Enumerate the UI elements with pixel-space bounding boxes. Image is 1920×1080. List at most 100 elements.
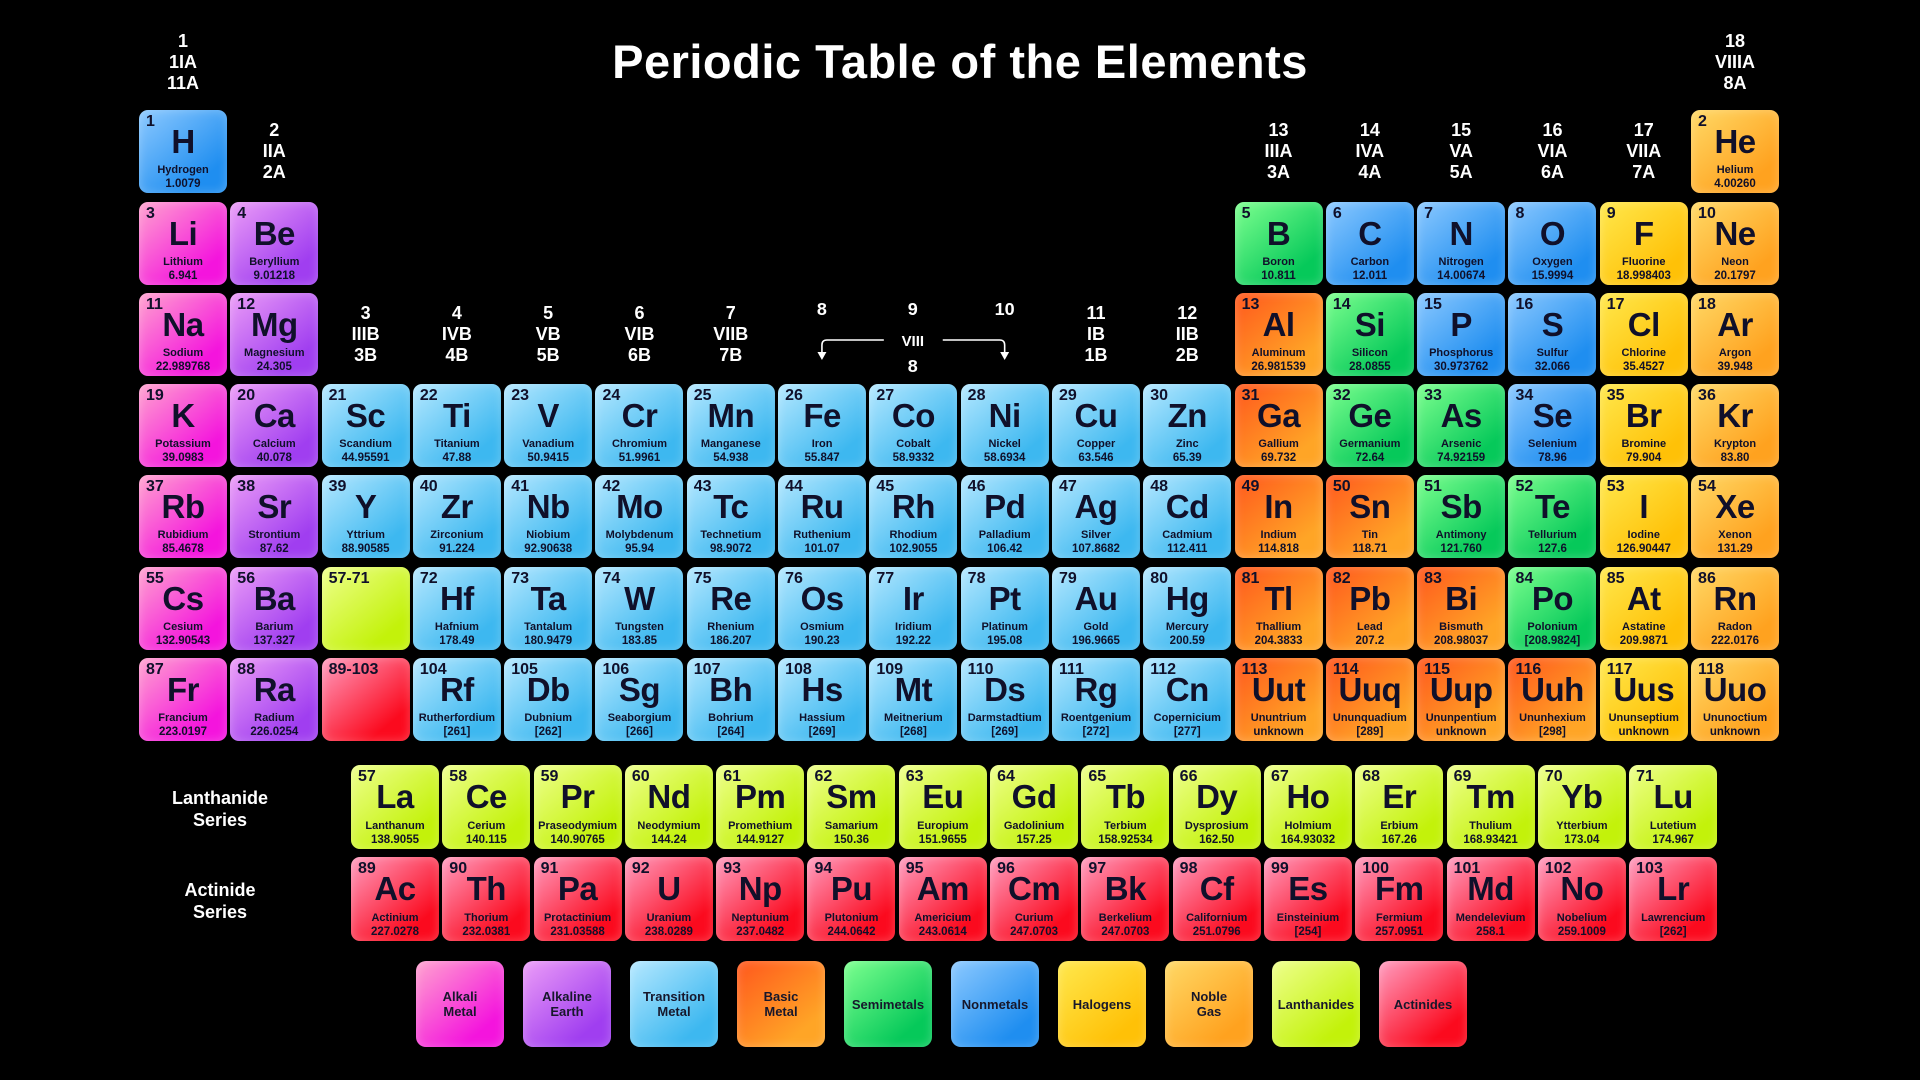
element-tile-Ne[interactable]: 10 Ne Neon 20.1797	[1691, 201, 1780, 285]
element-tile-57-71[interactable]: 57-71	[321, 566, 410, 650]
element-tile-Mo[interactable]: 42 Mo Molybdenum 95.94	[595, 475, 684, 559]
element-tile-Ga[interactable]: 31 Ga Gallium 69.732	[1234, 384, 1323, 468]
element-tile-Cl[interactable]: 17 Cl Chlorine 35.4527	[1599, 292, 1688, 376]
element-tile-B[interactable]: 5 B Boron 10.811	[1234, 201, 1323, 285]
element-tile-Ho[interactable]: 67 Ho Holmium 164.93032	[1263, 765, 1352, 849]
element-tile-Bi[interactable]: 83 Bi Bismuth 208.98037	[1417, 566, 1506, 650]
element-tile-Po[interactable]: 84 Po Polonium [208.9824]	[1508, 566, 1597, 650]
element-tile-Nb[interactable]: 41 Nb Niobium 92.90638	[504, 475, 593, 559]
element-tile-Uuh[interactable]: 116 Uuh Ununhexium [298]	[1508, 658, 1597, 742]
element-tile-Gd[interactable]: 64 Gd Gadolinium 157.25	[990, 765, 1079, 849]
element-tile-Pa[interactable]: 91 Pa Protactinium 231.03588	[533, 857, 622, 941]
element-tile-Xe[interactable]: 54 Xe Xenon 131.29	[1691, 475, 1780, 559]
element-tile-Nd[interactable]: 60 Nd Neodymium 144.24	[624, 765, 713, 849]
element-tile-Rg[interactable]: 111 Rg Roentgenium [272]	[1051, 658, 1140, 742]
element-tile-Es[interactable]: 99 Es Einsteinium [254]	[1263, 857, 1352, 941]
element-tile-Cd[interactable]: 48 Cd Cadmium 112.411	[1143, 475, 1232, 559]
element-tile-Pr[interactable]: 59 Pr Praseodymium 140.90765	[533, 765, 622, 849]
element-tile-Ge[interactable]: 32 Ge Germanium 72.64	[1325, 384, 1414, 468]
element-tile-Hg[interactable]: 80 Hg Mercury 200.59	[1143, 566, 1232, 650]
element-tile-Cn[interactable]: 112 Cn Copernicium [277]	[1143, 658, 1232, 742]
element-tile-Uup[interactable]: 115 Uup Ununpentium unknown	[1417, 658, 1506, 742]
element-tile-Pt[interactable]: 78 Pt Platinum 195.08	[960, 566, 1049, 650]
element-tile-Cs[interactable]: 55 Cs Cesium 132.90543	[139, 566, 227, 650]
element-tile-V[interactable]: 23 V Vanadium 50.9415	[504, 384, 593, 468]
element-tile-Mg[interactable]: 12 Mg Magnesium 24.305	[230, 292, 319, 376]
element-tile-Al[interactable]: 13 Al Aluminum 26.981539	[1234, 292, 1323, 376]
element-tile-Cf[interactable]: 98 Cf Californium 251.0796	[1172, 857, 1261, 941]
element-tile-Tb[interactable]: 65 Tb Terbium 158.92534	[1081, 765, 1170, 849]
element-tile-Hf[interactable]: 72 Hf Hafnium 178.49	[412, 566, 501, 650]
element-tile-Bk[interactable]: 97 Bk Berkelium 247.0703	[1081, 857, 1170, 941]
element-tile-Yb[interactable]: 70 Yb Ytterbium 173.04	[1537, 765, 1626, 849]
element-tile-H[interactable]: 1 H Hydrogen 1.0079	[139, 110, 227, 194]
element-tile-Re[interactable]: 75 Re Rhenium 186.207	[686, 566, 775, 650]
element-tile-Sc[interactable]: 21 Sc Scandium 44.95591	[321, 384, 410, 468]
element-tile-No[interactable]: 102 No Nobelium 259.1009	[1537, 857, 1626, 941]
element-tile-P[interactable]: 15 P Phosphorus 30.973762	[1417, 292, 1506, 376]
element-tile-Na[interactable]: 11 Na Sodium 22.989768	[139, 292, 227, 376]
element-tile-Cu[interactable]: 29 Cu Copper 63.546	[1051, 384, 1140, 468]
element-tile-Ti[interactable]: 22 Ti Titanium 47.88	[412, 384, 501, 468]
element-tile-Ba[interactable]: 56 Ba Barium 137.327	[230, 566, 319, 650]
element-tile-Se[interactable]: 34 Se Selenium 78.96	[1508, 384, 1597, 468]
element-tile-Er[interactable]: 68 Er Erbium 167.26	[1355, 765, 1444, 849]
element-tile-Rf[interactable]: 104 Rf Rutherfordium [261]	[412, 658, 501, 742]
element-tile-Ag[interactable]: 47 Ag Silver 107.8682	[1051, 475, 1140, 559]
element-tile-Dy[interactable]: 66 Dy Dysprosium 162.50	[1172, 765, 1261, 849]
element-tile-Sg[interactable]: 106 Sg Seaborgium [266]	[595, 658, 684, 742]
element-tile-S[interactable]: 16 S Sulfur 32.066	[1508, 292, 1597, 376]
element-tile-K[interactable]: 19 K Potassium 39.0983	[139, 384, 227, 468]
element-tile-At[interactable]: 85 At Astatine 209.9871	[1599, 566, 1688, 650]
element-tile-Np[interactable]: 93 Np Neptunium 237.0482	[716, 857, 805, 941]
element-tile-Tl[interactable]: 81 Tl Thallium 204.3833	[1234, 566, 1323, 650]
element-tile-Sr[interactable]: 38 Sr Strontium 87.62	[230, 475, 319, 559]
element-tile-Sm[interactable]: 62 Sm Samarium 150.36	[807, 765, 896, 849]
element-tile-Th[interactable]: 90 Th Thorium 232.0381	[442, 857, 531, 941]
element-tile-Ni[interactable]: 28 Ni Nickel 58.6934	[960, 384, 1049, 468]
element-tile-Uus[interactable]: 117 Uus Ununseptium unknown	[1599, 658, 1688, 742]
element-tile-O[interactable]: 8 O Oxygen 15.9994	[1508, 201, 1597, 285]
element-tile-Hs[interactable]: 108 Hs Hassium [269]	[778, 658, 867, 742]
element-tile-Ds[interactable]: 110 Ds Darmstadtium [269]	[960, 658, 1049, 742]
element-tile-Rn[interactable]: 86 Rn Radon 222.0176	[1691, 566, 1780, 650]
element-tile-Mn[interactable]: 25 Mn Manganese 54.938	[686, 384, 775, 468]
element-tile-Ar[interactable]: 18 Ar Argon 39.948	[1691, 292, 1780, 376]
element-tile-Sb[interactable]: 51 Sb Antimony 121.760	[1417, 475, 1506, 559]
element-tile-Cr[interactable]: 24 Cr Chromium 51.9961	[595, 384, 684, 468]
element-tile-Kr[interactable]: 36 Kr Krypton 83.80	[1691, 384, 1780, 468]
element-tile-Bh[interactable]: 107 Bh Bohrium [264]	[686, 658, 775, 742]
element-tile-Fr[interactable]: 87 Fr Francium 223.0197	[139, 658, 227, 742]
element-tile-Uut[interactable]: 113 Uut Ununtrium unknown	[1234, 658, 1323, 742]
element-tile-Be[interactable]: 4 Be Beryllium 9.01218	[230, 201, 319, 285]
element-tile-As[interactable]: 33 As Arsenic 74.92159	[1417, 384, 1506, 468]
element-tile-Br[interactable]: 35 Br Bromine 79.904	[1599, 384, 1688, 468]
element-tile-Db[interactable]: 105 Db Dubnium [262]	[504, 658, 593, 742]
element-tile-Rh[interactable]: 45 Rh Rhodium 102.9055	[869, 475, 958, 559]
element-tile-Ac[interactable]: 89 Ac Actinium 227.0278	[351, 857, 439, 941]
element-tile-Y[interactable]: 39 Y Yttrium 88.90585	[321, 475, 410, 559]
element-tile-Si[interactable]: 14 Si Silicon 28.0855	[1325, 292, 1414, 376]
element-tile-Rb[interactable]: 37 Rb Rubidium 85.4678	[139, 475, 227, 559]
element-tile-W[interactable]: 74 W Tungsten 183.85	[595, 566, 684, 650]
element-tile-Pm[interactable]: 61 Pm Promethium 144.9127	[716, 765, 805, 849]
element-tile-Md[interactable]: 101 Md Mendelevium 258.1	[1446, 857, 1535, 941]
element-tile-Cm[interactable]: 96 Cm Curium 247.0703	[990, 857, 1079, 941]
element-tile-Pd[interactable]: 46 Pd Palladium 106.42	[960, 475, 1049, 559]
element-tile-Ru[interactable]: 44 Ru Ruthenium 101.07	[778, 475, 867, 559]
element-tile-La[interactable]: 57 La Lanthanum 138.9055	[351, 765, 439, 849]
element-tile-Pu[interactable]: 94 Pu Plutonium 244.0642	[807, 857, 896, 941]
element-tile-He[interactable]: 2 He Helium 4.00260	[1691, 110, 1780, 194]
element-tile-Tm[interactable]: 69 Tm Thulium 168.93421	[1446, 765, 1535, 849]
element-tile-Mt[interactable]: 109 Mt Meitnerium [268]	[869, 658, 958, 742]
element-tile-Zn[interactable]: 30 Zn Zinc 65.39	[1143, 384, 1232, 468]
element-tile-Zr[interactable]: 40 Zr Zirconium 91.224	[412, 475, 501, 559]
element-tile-F[interactable]: 9 F Fluorine 18.998403	[1599, 201, 1688, 285]
element-tile-Ir[interactable]: 77 Ir Iridium 192.22	[869, 566, 958, 650]
element-tile-Uuo[interactable]: 118 Uuo Ununoctium unknown	[1691, 658, 1780, 742]
element-tile-Pb[interactable]: 82 Pb Lead 207.2	[1325, 566, 1414, 650]
element-tile-Ce[interactable]: 58 Ce Cerium 140.115	[442, 765, 531, 849]
element-tile-Ta[interactable]: 73 Ta Tantalum 180.9479	[504, 566, 593, 650]
element-tile-Ca[interactable]: 20 Ca Calcium 40.078	[230, 384, 319, 468]
element-tile-Fe[interactable]: 26 Fe Iron 55.847	[778, 384, 867, 468]
